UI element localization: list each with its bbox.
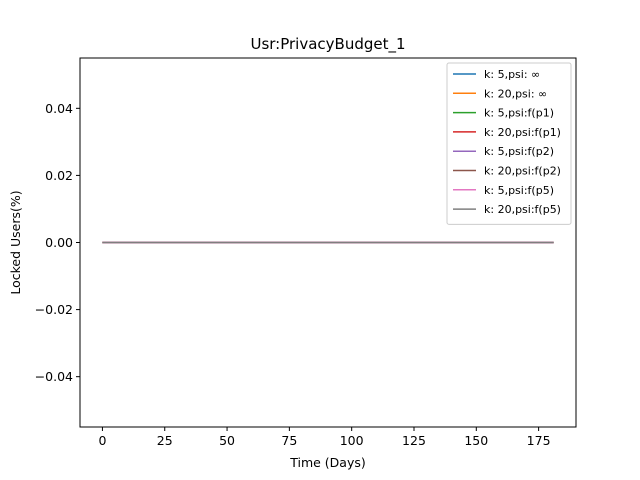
legend-box [446,62,572,225]
x-axis-ticks: 0 25 50 75 100 125 150 175 [98,427,551,448]
x-tick-label: 0 [98,433,106,448]
x-axis-label: Time (Days) [289,455,366,470]
legend-entry: k: 20,psi: ∞ [484,87,547,100]
x-tick-label: 25 [157,433,173,448]
x-tick-label: 150 [464,433,488,448]
y-axis-label: Locked Users(%) [8,190,23,294]
x-tick-label: 50 [219,433,235,448]
legend-entry: k: 5,psi:f(p2) [484,145,554,158]
y-tick-label: −0.04 [35,369,73,384]
y-tick-label: 0.04 [45,101,73,116]
legend-entry: k: 20,psi:f(p2) [484,165,561,178]
legend-entry: k: 5,psi:f(p5) [484,184,554,197]
y-axis-ticks: −0.04 −0.02 0.00 0.02 0.04 [35,101,80,384]
x-tick-label: 100 [340,433,364,448]
legend-entry: k: 5,psi:f(p1) [484,107,554,120]
legend-entry: k: 5,psi: ∞ [484,68,540,81]
x-tick-label: 125 [402,433,426,448]
y-tick-label: 0.02 [45,168,73,183]
legend-entry: k: 20,psi:f(p1) [484,126,561,139]
y-tick-label: 0.00 [45,235,73,250]
y-tick-label: −0.02 [35,302,73,317]
x-tick-label: 175 [527,433,551,448]
x-tick-label: 75 [281,433,297,448]
legend-entry: k: 20,psi:f(p5) [484,203,561,216]
legend: k: 5,psi: ∞ k: 20,psi: ∞ k: 5,psi:f(p1) k: … [446,62,572,225]
chart-title: Usr:PrivacyBudget_1 [250,35,405,54]
